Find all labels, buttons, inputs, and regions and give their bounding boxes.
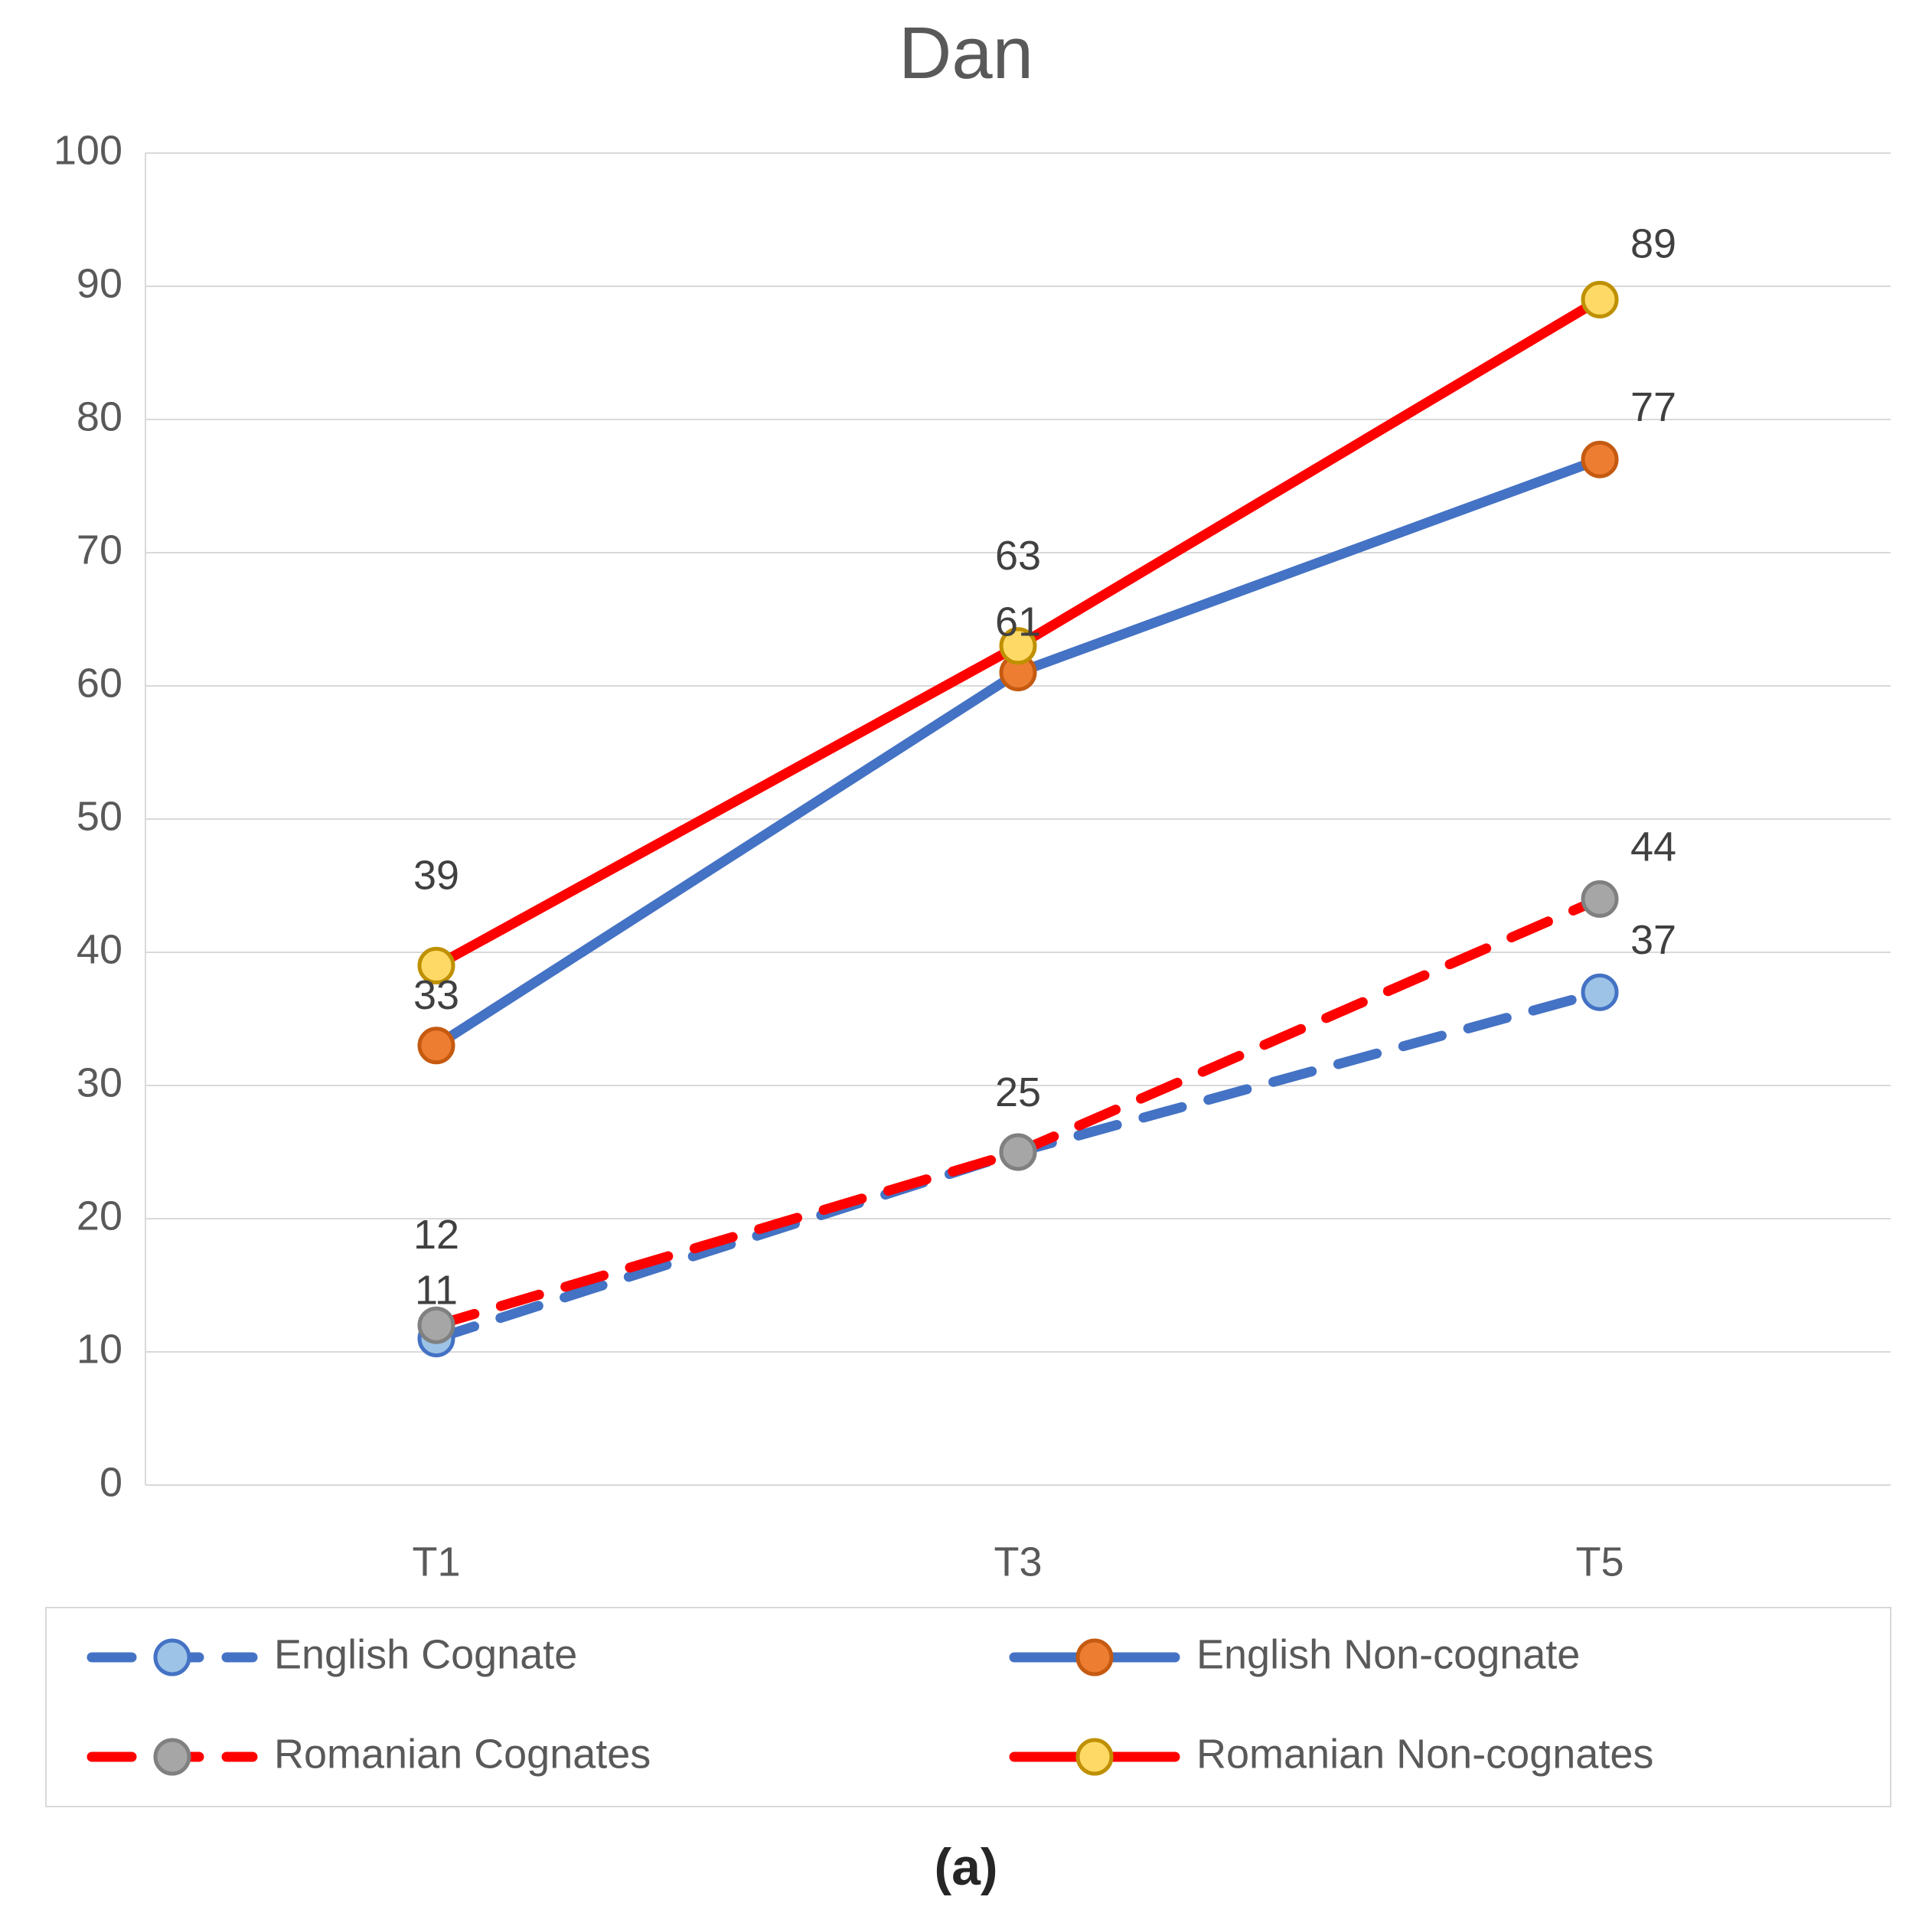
legend-label: Romanian Non-cognates: [1196, 1731, 1653, 1777]
y-tick-label: 60: [77, 660, 122, 706]
data-label: 12: [413, 1212, 459, 1258]
marker-english-non-cognate: [1583, 442, 1617, 476]
chart-title: Dan: [0, 11, 1932, 96]
legend-label: English Non-cognate: [1196, 1631, 1580, 1677]
data-label: 37: [1630, 917, 1676, 963]
chart-container: Dan 0 10 20 30 40 50 60 70 80 90 100 T1 T3 T5 11 37 33 61…: [0, 0, 1932, 1913]
line-chart: 0 10 20 30 40 50 60 70 80 90 100 T1 T3 T5 11 37 33 61 77 12…: [0, 0, 1932, 1913]
legend-marker-romanian-non-cognates: [1078, 1740, 1111, 1774]
marker-romanian-cognates: [1583, 882, 1617, 916]
legend-marker-romanian-cognates: [155, 1740, 189, 1774]
y-tick-label: 80: [77, 393, 122, 439]
y-tick-label: 50: [77, 793, 122, 839]
data-label: 63: [995, 533, 1041, 579]
data-label: 11: [415, 1268, 458, 1314]
marker-romanian-non-cognates: [1583, 282, 1617, 316]
legend-label: English Cognate: [274, 1631, 577, 1677]
chart-subcaption: (a): [0, 1837, 1932, 1897]
legend-marker-english-non-cognate: [1078, 1640, 1111, 1674]
x-tick-label: T5: [1575, 1539, 1624, 1585]
data-label: 89: [1630, 220, 1676, 266]
legend-label: Romanian Cognates: [274, 1731, 651, 1777]
y-tick-label: 20: [77, 1193, 122, 1239]
y-tick-label: 70: [77, 527, 122, 573]
marker-english-cognate: [1583, 975, 1617, 1009]
marker-romanian-cognates: [419, 1308, 453, 1342]
y-tick-label: 100: [54, 127, 122, 173]
y-tick-label: 10: [77, 1326, 122, 1372]
data-label: 25: [995, 1069, 1041, 1115]
x-tick-label: T1: [412, 1539, 460, 1585]
marker-english-non-cognate: [419, 1029, 453, 1063]
y-tick-label: 40: [77, 926, 122, 972]
data-label: 61: [995, 599, 1041, 645]
data-label: 77: [1630, 384, 1676, 430]
y-tick-label: 30: [77, 1059, 122, 1105]
data-label: 39: [413, 852, 459, 898]
marker-romanian-cognates: [1001, 1135, 1035, 1169]
legend-marker-english-cognate: [155, 1640, 189, 1674]
data-label: 44: [1630, 824, 1676, 870]
data-label: 33: [413, 972, 459, 1018]
y-tick-label: 0: [100, 1459, 122, 1505]
y-tick-label: 90: [77, 260, 122, 306]
x-tick-label: T3: [994, 1539, 1042, 1585]
